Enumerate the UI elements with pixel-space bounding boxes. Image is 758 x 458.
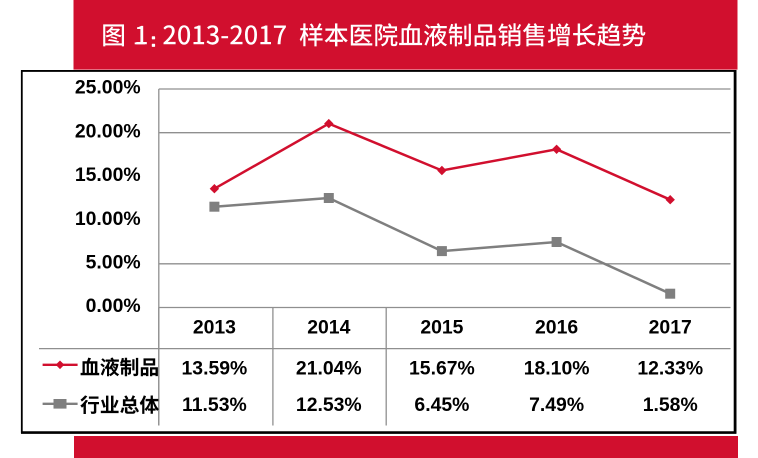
svg-text:21.04%: 21.04% [296,357,362,379]
svg-text:12.33%: 12.33% [637,357,703,379]
svg-text:15.00%: 15.00% [75,164,141,186]
svg-text:2017: 2017 [649,317,692,339]
svg-text:20.00%: 20.00% [75,120,141,142]
svg-text:2013: 2013 [193,317,236,339]
svg-text:6.45%: 6.45% [414,394,469,416]
svg-text:11.53%: 11.53% [182,394,247,416]
svg-text:15.67%: 15.67% [409,357,475,379]
svg-text:18.10%: 18.10% [524,357,590,379]
svg-text:0.00%: 0.00% [86,295,141,317]
svg-text:13.59%: 13.59% [182,357,248,379]
svg-text:10.00%: 10.00% [75,208,141,230]
svg-text:12.53%: 12.53% [296,394,362,416]
svg-text:5.00%: 5.00% [86,252,141,274]
svg-text:2015: 2015 [420,317,463,339]
svg-text:2014: 2014 [307,317,350,339]
svg-text:2016: 2016 [535,317,578,339]
svg-text:7.49%: 7.49% [529,394,584,416]
svg-text:1.58%: 1.58% [643,394,698,416]
svg-text:25.00%: 25.00% [75,77,141,99]
